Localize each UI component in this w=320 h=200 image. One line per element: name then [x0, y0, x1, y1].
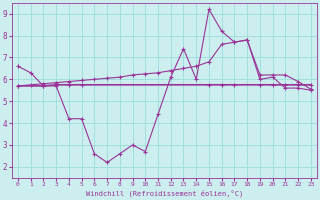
X-axis label: Windchill (Refroidissement éolien,°C): Windchill (Refroidissement éolien,°C) [86, 190, 243, 197]
